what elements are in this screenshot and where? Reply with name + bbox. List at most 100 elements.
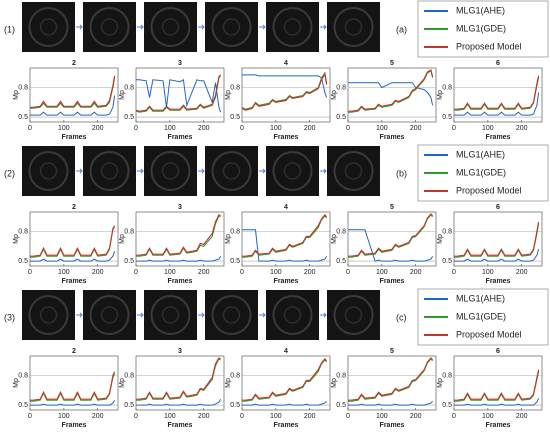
thumbnail: [22, 146, 75, 196]
y-tick-label: 0.8: [336, 372, 346, 379]
plot-area: [241, 355, 331, 411]
plot-area: [29, 211, 119, 267]
thumbnail-detail: [222, 306, 241, 324]
plot-area: [135, 355, 225, 411]
thumbnail-detail: [89, 295, 130, 335]
x-tick-label: 200: [304, 269, 316, 276]
chart-title: 4: [284, 204, 288, 211]
row-label: (2): [4, 168, 15, 178]
x-tick-label: 0: [452, 269, 456, 276]
series-line: [242, 357, 328, 401]
arrow: [320, 168, 327, 174]
thumbnail-detail: [100, 306, 119, 324]
chart-title: 2: [72, 60, 76, 67]
y-tick-label: 0.8: [18, 228, 28, 235]
arrow: [76, 24, 83, 30]
plot-area: [241, 211, 331, 267]
x-tick-label: 200: [516, 269, 528, 276]
series-line: [136, 214, 221, 256]
plot-area: [347, 355, 437, 411]
y-tick-label: 0.8: [124, 84, 134, 91]
thumbnail: [144, 2, 197, 52]
y-axis-label: Mp: [331, 90, 338, 100]
thumbnail-detail: [283, 162, 302, 180]
thumbnail-detail: [150, 295, 191, 335]
thumbnail: [266, 290, 319, 340]
chart-title: 6: [496, 204, 500, 211]
thumbnail-detail: [222, 162, 241, 180]
thumbnail-detail: [39, 306, 58, 324]
thumbnail: [327, 146, 380, 196]
chart-title: 5: [390, 348, 394, 355]
thumbnail-detail: [100, 162, 119, 180]
x-tick-label: 0: [240, 413, 244, 420]
series-line: [348, 229, 434, 262]
row-tag: (a): [396, 24, 407, 34]
y-tick-label: 0.8: [18, 84, 28, 91]
x-tick-label: 200: [198, 269, 210, 276]
y-tick-label: 0.5: [124, 402, 134, 409]
series-line: [242, 213, 328, 257]
x-tick-label: 100: [376, 125, 388, 132]
thumbnail-detail: [150, 151, 191, 191]
y-tick-label: 0.8: [124, 228, 134, 235]
thumbnail-detail: [89, 7, 130, 47]
x-axis-label: Frames: [168, 278, 193, 285]
thumbnail-detail: [344, 18, 363, 36]
y-axis-label: Mp: [119, 234, 126, 244]
y-tick-label: 0.5: [18, 402, 28, 409]
x-tick-label: 0: [346, 413, 350, 420]
series-line: [30, 77, 116, 109]
series-line: [348, 213, 434, 257]
legend-label: MLG1(GDE): [456, 167, 506, 177]
y-axis-label: Mp: [13, 378, 20, 388]
series-line: [30, 95, 116, 116]
series-line: [30, 251, 116, 262]
series-line: [242, 74, 328, 98]
y-axis-label: Mp: [119, 378, 126, 388]
x-tick-label: 200: [516, 413, 528, 420]
y-axis-label: Mp: [225, 90, 232, 100]
row-label: (1): [4, 24, 15, 34]
x-axis-label: Frames: [62, 278, 87, 285]
series-line: [135, 74, 222, 112]
thumbnail-detail: [272, 7, 313, 47]
thumbnail-detail: [28, 7, 69, 47]
arrow: [137, 168, 144, 174]
legend-label: Proposed Model: [456, 41, 522, 51]
thumbnail-detail: [333, 295, 374, 335]
x-tick-label: 0: [346, 269, 350, 276]
x-tick-label: 100: [482, 413, 494, 420]
thumbnail: [327, 290, 380, 340]
chart-title: 2: [72, 204, 76, 211]
plot-area: [241, 67, 331, 123]
x-axis-label: Frames: [274, 422, 299, 429]
x-axis-label: Frames: [62, 422, 87, 429]
x-tick-label: 0: [134, 125, 138, 132]
thumbnail: [205, 146, 258, 196]
y-tick-label: 0.5: [442, 402, 452, 409]
plot-area: [347, 67, 437, 123]
plot-area: [347, 211, 437, 267]
thumbnail-detail: [39, 18, 58, 36]
x-tick-label: 0: [240, 269, 244, 276]
arrow: [76, 168, 83, 174]
chart-title: 4: [284, 60, 288, 67]
thumbnail: [83, 2, 136, 52]
legend-label: MLG1(AHE): [456, 293, 505, 303]
series-line: [454, 249, 540, 262]
arrow: [259, 24, 266, 30]
x-tick-label: 0: [346, 125, 350, 132]
legend-label: MLG1(AHE): [456, 5, 505, 15]
thumbnail: [144, 290, 197, 340]
thumbnail: [144, 146, 197, 196]
y-tick-label: 0.8: [336, 228, 346, 235]
y-tick-label: 0.8: [336, 84, 346, 91]
y-tick-label: 0.5: [442, 114, 452, 121]
series-line: [136, 79, 222, 113]
thumbnail-detail: [283, 18, 302, 36]
x-tick-label: 200: [92, 125, 104, 132]
x-axis-label: Frames: [380, 422, 405, 429]
x-tick-label: 100: [482, 269, 494, 276]
